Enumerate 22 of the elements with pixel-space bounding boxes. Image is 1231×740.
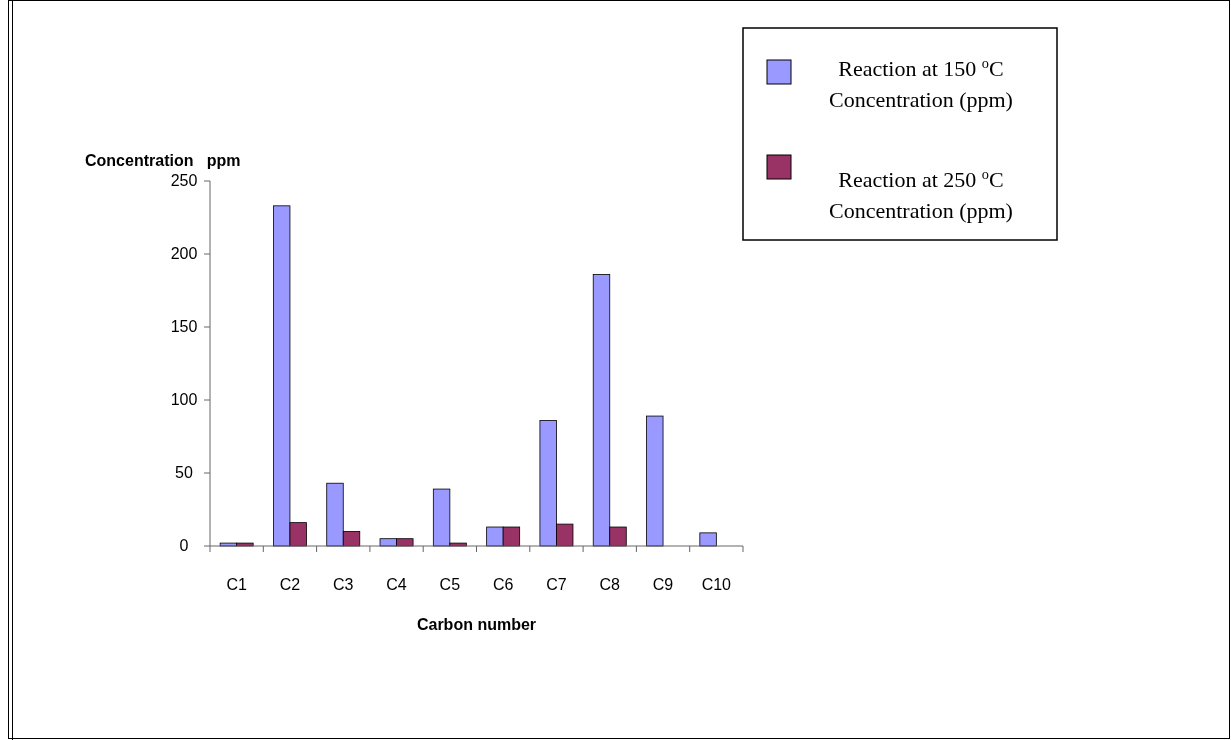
y-axis-title: Concentration ppm	[85, 152, 241, 169]
y-tick-label: 0	[179, 537, 189, 554]
x-tick-label: C5	[439, 576, 461, 593]
y-tick-label: 100	[170, 391, 198, 408]
bar	[646, 415, 664, 547]
y-tick-label: 50	[175, 464, 193, 481]
x-tick-label: C9	[652, 576, 674, 593]
x-tick-label: C6	[492, 576, 514, 593]
legend-label: Reaction at 250 $^{o}$C Concentration (ppm)	[829, 166, 1013, 223]
y-tick-label: 150	[170, 318, 198, 335]
x-tick-label: C2	[279, 576, 301, 593]
y-tick-label: 200	[170, 245, 198, 262]
x-tick-label: C3	[333, 576, 354, 593]
x-tick-label: C10	[701, 576, 732, 593]
x-tick-label: C4	[386, 576, 407, 593]
legend-label: Reaction at 150 $^{o}$C Concentration (ppm)	[829, 55, 1013, 112]
x-tick-label: C1	[226, 576, 247, 593]
bar	[699, 532, 717, 547]
x-tick-label: C8	[599, 576, 621, 593]
y-tick-label: 250	[170, 172, 198, 189]
x-axis-title: Carbon number	[416, 616, 537, 633]
x-tick-label: C7	[546, 576, 567, 593]
